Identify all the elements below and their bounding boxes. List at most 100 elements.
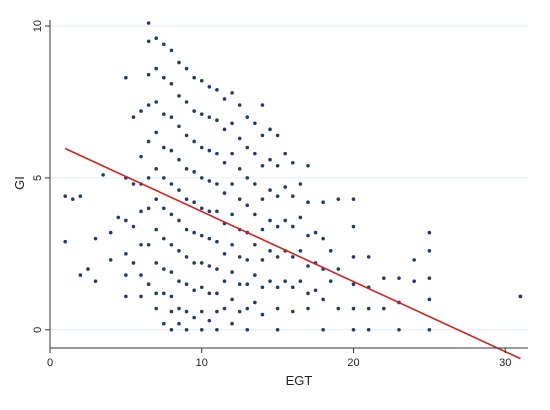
data-point	[162, 112, 166, 116]
data-point	[412, 258, 416, 262]
x-tick-label: 0	[47, 357, 53, 369]
data-point	[184, 309, 189, 314]
data-point	[306, 163, 310, 168]
data-point	[215, 151, 219, 156]
data-point	[146, 103, 151, 107]
data-point	[222, 279, 227, 283]
data-point	[230, 212, 234, 217]
data-point	[154, 130, 159, 135]
data-point	[245, 258, 250, 262]
data-point	[146, 206, 151, 211]
data-point	[290, 309, 295, 314]
data-point	[290, 285, 295, 290]
data-point	[207, 179, 212, 183]
data-point	[290, 224, 295, 229]
data-point	[351, 255, 356, 259]
data-point	[283, 279, 288, 283]
data-point	[207, 209, 212, 214]
data-point	[177, 218, 181, 223]
data-point	[146, 21, 151, 25]
data-point	[177, 188, 181, 192]
x-axis-label: EGT	[286, 373, 313, 388]
data-point	[245, 115, 250, 119]
data-point	[124, 75, 128, 80]
data-point	[215, 267, 219, 271]
data-point	[199, 285, 204, 290]
data-point	[260, 258, 265, 262]
data-point	[275, 255, 280, 259]
data-point	[283, 218, 288, 223]
data-point	[63, 194, 67, 198]
y-tick-label: 0	[32, 327, 44, 333]
data-point	[207, 85, 212, 89]
data-point	[222, 306, 227, 311]
y-axis-label: GI	[12, 176, 27, 190]
data-point	[154, 306, 159, 311]
data-point	[290, 255, 295, 259]
data-point	[260, 227, 265, 232]
data-point	[215, 309, 219, 314]
data-point	[366, 306, 371, 311]
data-point	[162, 236, 166, 241]
data-point	[184, 227, 189, 232]
data-point	[351, 327, 356, 332]
data-point	[162, 206, 166, 211]
data-point	[162, 75, 166, 80]
data-point	[237, 309, 242, 314]
data-point	[169, 294, 174, 299]
data-point	[177, 306, 181, 311]
data-point	[306, 200, 310, 205]
data-point	[207, 115, 212, 119]
data-point	[306, 264, 310, 268]
data-point	[230, 270, 234, 274]
data-point	[275, 285, 280, 290]
data-point	[184, 133, 189, 138]
data-point	[169, 115, 174, 119]
data-point	[253, 121, 257, 126]
data-point	[139, 294, 143, 299]
data-point	[93, 236, 98, 241]
data-point	[268, 279, 272, 283]
data-point	[184, 255, 189, 259]
data-point	[192, 170, 196, 174]
ticks: 0 10 20 30 0 5 10	[32, 20, 511, 369]
data-point	[184, 327, 189, 332]
data-point	[184, 66, 189, 71]
data-point	[245, 306, 250, 311]
data-point	[199, 327, 204, 332]
data-point	[199, 176, 204, 180]
axes	[49, 20, 528, 349]
data-point	[306, 233, 310, 238]
data-point	[275, 306, 280, 311]
data-point	[199, 145, 204, 150]
data-point	[146, 282, 151, 287]
x-tick-label: 30	[499, 357, 511, 369]
data-point	[139, 154, 143, 159]
data-point	[260, 285, 265, 290]
data-point	[146, 72, 151, 77]
data-point	[169, 182, 174, 186]
data-point	[283, 151, 288, 156]
data-point	[184, 282, 189, 287]
data-point	[192, 315, 196, 320]
data-point	[268, 127, 272, 132]
data-point	[139, 273, 143, 277]
data-point	[427, 297, 432, 302]
data-point	[184, 167, 189, 171]
data-point	[78, 194, 83, 198]
data-point	[230, 91, 234, 95]
data-point	[108, 230, 113, 235]
data-point	[162, 145, 166, 150]
data-point	[207, 236, 212, 241]
data-point	[177, 249, 181, 253]
data-point	[199, 206, 204, 211]
data-point	[131, 115, 136, 119]
data-point	[184, 197, 189, 201]
data-point	[131, 224, 136, 229]
data-point	[283, 185, 288, 189]
data-point	[382, 306, 386, 311]
data-point	[336, 306, 341, 311]
data-point	[215, 182, 219, 186]
